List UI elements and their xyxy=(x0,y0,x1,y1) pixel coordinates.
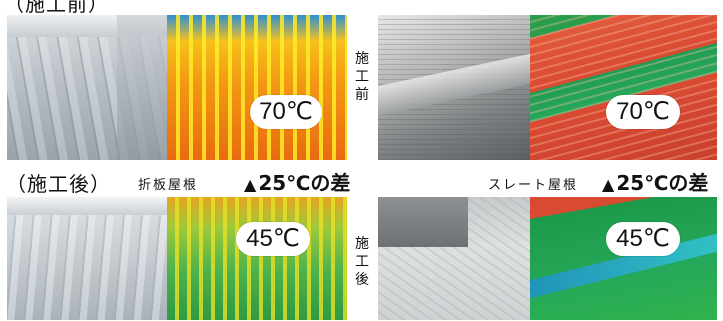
down-triangle-icon: ▲ xyxy=(602,175,615,194)
slate-roof-before-thermal-image xyxy=(530,15,717,160)
slate-roof-label: スレート屋根 xyxy=(488,178,579,193)
slate-roof-before-photo xyxy=(378,15,530,160)
folded-roof-before-thermal-image xyxy=(167,15,347,160)
slate-before-temperature: 70℃ xyxy=(606,95,680,129)
before-vertical-label: 施工前 xyxy=(355,51,369,103)
folded-roof-before-photo xyxy=(7,15,167,160)
folded-roof-label: 折板屋根 xyxy=(138,178,199,193)
after-vertical-label: 施工後 xyxy=(355,236,369,288)
slate-roof-after-photo xyxy=(378,197,530,320)
slate-difference-text: 25℃の差 xyxy=(616,171,709,195)
folded-roof-after-photo xyxy=(7,197,167,320)
folded-before-temperature: 70℃ xyxy=(250,95,322,129)
folded-difference-text: 25℃の差 xyxy=(258,171,351,195)
folded-temperature-difference: ▲ 25℃の差 xyxy=(244,167,350,196)
before-heading: （施工前） xyxy=(4,0,109,16)
down-triangle-icon: ▲ xyxy=(244,175,257,194)
slate-roof-after-thermal-image xyxy=(530,197,717,320)
slate-after-temperature: 45℃ xyxy=(606,222,680,256)
after-heading: （施工後） xyxy=(6,172,111,196)
folded-after-temperature: 45℃ xyxy=(236,222,310,256)
folded-roof-after-thermal-image xyxy=(167,197,347,320)
slate-temperature-difference: ▲ 25℃の差 xyxy=(602,167,708,196)
